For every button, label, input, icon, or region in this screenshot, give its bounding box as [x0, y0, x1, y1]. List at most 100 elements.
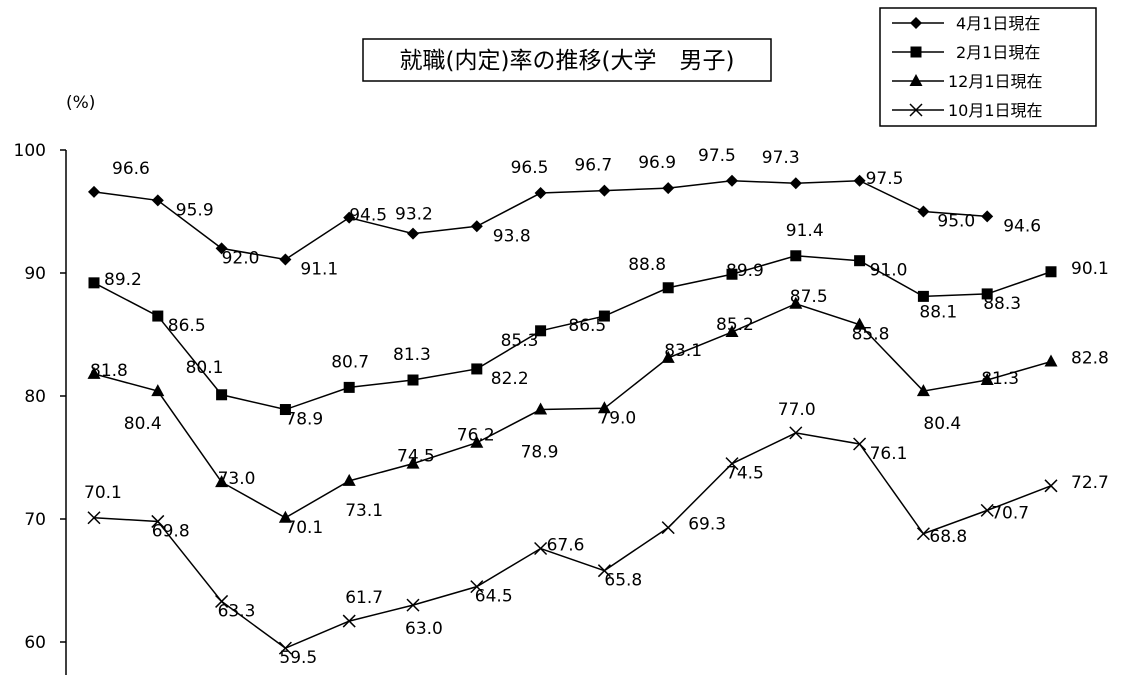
- data-label: 93.8: [493, 226, 531, 246]
- data-label: 89.2: [104, 270, 142, 290]
- y-tick-label: 70: [24, 510, 46, 530]
- x-marker: [278, 641, 292, 655]
- square-marker: [216, 389, 228, 401]
- triangle-marker: [87, 366, 101, 379]
- square-marker: [854, 255, 866, 267]
- square-marker: [917, 290, 929, 302]
- triangle-marker: [215, 475, 229, 488]
- data-label: 76.1: [870, 444, 908, 464]
- triangle-marker: [909, 74, 923, 86]
- legend-label: 12月1日現在: [948, 72, 1043, 91]
- data-label: 96.6: [112, 159, 150, 179]
- square-marker: [279, 404, 291, 416]
- square-marker: [910, 46, 922, 58]
- y-tick-label: 100: [14, 141, 46, 161]
- series-line: [93, 255, 1052, 411]
- series-line: [93, 432, 1052, 650]
- diamond-marker: [981, 210, 994, 223]
- x-marker: [534, 541, 548, 556]
- data-label: 70.1: [84, 483, 122, 503]
- chart-title-box: [362, 38, 772, 82]
- data-label: 77.0: [778, 400, 816, 420]
- diamond-marker: [343, 211, 356, 224]
- series-square: [88, 250, 1057, 416]
- square-marker: [790, 250, 802, 262]
- data-label: 74.5: [397, 447, 435, 467]
- series-diamond: [88, 174, 994, 266]
- triangle-marker: [597, 401, 611, 414]
- y-axis-unit-label: (%): [66, 93, 95, 113]
- data-label: 85.8: [852, 325, 890, 345]
- triangle-marker: [534, 402, 548, 415]
- legend: 4月1日現在 2月1日現在 12月1日現在 10月1日現在: [879, 7, 1097, 127]
- triangle-marker: [151, 384, 165, 397]
- square-marker: [535, 325, 547, 337]
- data-label: 88.1: [919, 302, 957, 322]
- data-label: 91.0: [870, 261, 908, 281]
- data-label: 90.1: [1071, 259, 1109, 279]
- square-marker: [152, 310, 164, 322]
- data-label: 70.1: [285, 518, 323, 538]
- triangle-marker: [853, 317, 867, 330]
- square-marker: [598, 310, 610, 322]
- x-marker: [789, 426, 803, 440]
- triangle-marker: [789, 296, 803, 309]
- triangle-marker: [278, 510, 292, 523]
- data-label: 59.5: [279, 648, 317, 668]
- x-marker: [661, 521, 675, 535]
- diamond-marker: [215, 242, 228, 255]
- data-label: 97.5: [698, 146, 736, 166]
- data-label: 94.5: [349, 206, 387, 226]
- diamond-marker: [853, 174, 866, 187]
- data-label: 81.8: [90, 361, 128, 381]
- data-label: 69.8: [152, 521, 190, 541]
- series-triangle: [87, 296, 1058, 523]
- square-marker: [1045, 266, 1057, 278]
- data-label: 76.2: [457, 426, 495, 446]
- diamond-marker: [88, 185, 100, 198]
- data-label: 91.1: [300, 259, 338, 279]
- square-marker: [407, 374, 419, 386]
- x-marker: [597, 564, 611, 578]
- triangle-marker: [1044, 354, 1058, 367]
- legend-label: 10月1日現在: [948, 101, 1043, 120]
- data-label: 63.0: [405, 619, 443, 639]
- diamond-marker: [917, 205, 930, 218]
- data-label: 79.0: [598, 408, 636, 428]
- data-label: 96.5: [511, 158, 549, 178]
- data-label: 67.6: [547, 536, 585, 556]
- square-marker: [471, 363, 483, 375]
- data-label: 95.9: [176, 200, 214, 220]
- data-label: 92.0: [222, 248, 260, 268]
- y-tick-label: 90: [24, 264, 46, 284]
- triangle-marker: [470, 435, 484, 448]
- data-label: 68.8: [929, 527, 967, 547]
- x-marker: [342, 614, 356, 628]
- chart-title: 就職(内定)率の推移(大学 男子): [400, 48, 735, 74]
- data-label: 85.2: [716, 315, 754, 335]
- data-label: 88.3: [983, 294, 1021, 314]
- data-label: 97.5: [866, 169, 904, 189]
- data-label: 69.3: [688, 515, 726, 535]
- triangle-marker: [916, 384, 930, 397]
- x-marker: [909, 103, 923, 117]
- data-label: 88.8: [628, 255, 666, 275]
- diamond-marker: [407, 227, 419, 240]
- diamond-marker: [910, 17, 922, 29]
- square-marker: [343, 381, 355, 393]
- data-label: 95.0: [937, 212, 975, 232]
- data-label: 97.3: [762, 148, 800, 168]
- y-tick-label: 80: [24, 387, 46, 407]
- legend-label: 4月1日現在: [956, 14, 1040, 33]
- diamond-marker: [470, 220, 483, 233]
- data-label: 72.7: [1071, 473, 1109, 493]
- x-marker: [87, 511, 101, 525]
- x-marker: [470, 580, 484, 594]
- y-tick-label: 60: [24, 633, 46, 653]
- square-marker: [981, 288, 993, 300]
- diamond-marker: [789, 177, 802, 190]
- diamond-marker: [598, 184, 611, 197]
- data-label: 73.0: [218, 469, 256, 489]
- x-marker: [725, 457, 739, 471]
